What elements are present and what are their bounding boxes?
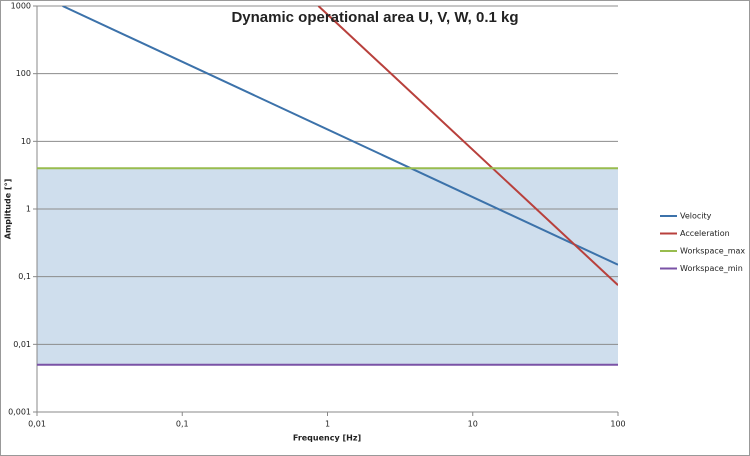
y-tick-label: 100 [16,69,31,78]
x-tick-label: 0,01 [28,420,46,429]
x-tick-label: 100 [610,420,625,429]
legend-label: Workspace_min [680,264,743,273]
legend-label: Velocity [680,212,712,221]
y-tick-label: 10 [21,137,31,146]
series-line [62,6,618,266]
series-line [317,6,618,286]
y-tick-label: 0,01 [13,340,31,349]
x-tick-label: 0,1 [176,420,189,429]
legend-label: Acceleration [680,229,730,238]
x-axis-title: Frequency [Hz] [293,434,361,443]
y-tick-label: 1 [26,205,31,214]
x-tick-label: 10 [468,420,478,429]
chart-title: Dynamic operational area U, V, W, 0.1 kg [231,9,518,26]
y-tick-label: 1000 [11,2,31,11]
x-tick-label: 1 [325,420,330,429]
y-axis-title: Amplitude [°] [4,179,13,240]
plot-area [33,5,619,416]
shaded-area [37,168,618,365]
legend-label: Workspace_max [680,247,745,256]
y-tick-label: 0,1 [18,272,31,281]
y-tick-label: 0,001 [8,408,31,417]
